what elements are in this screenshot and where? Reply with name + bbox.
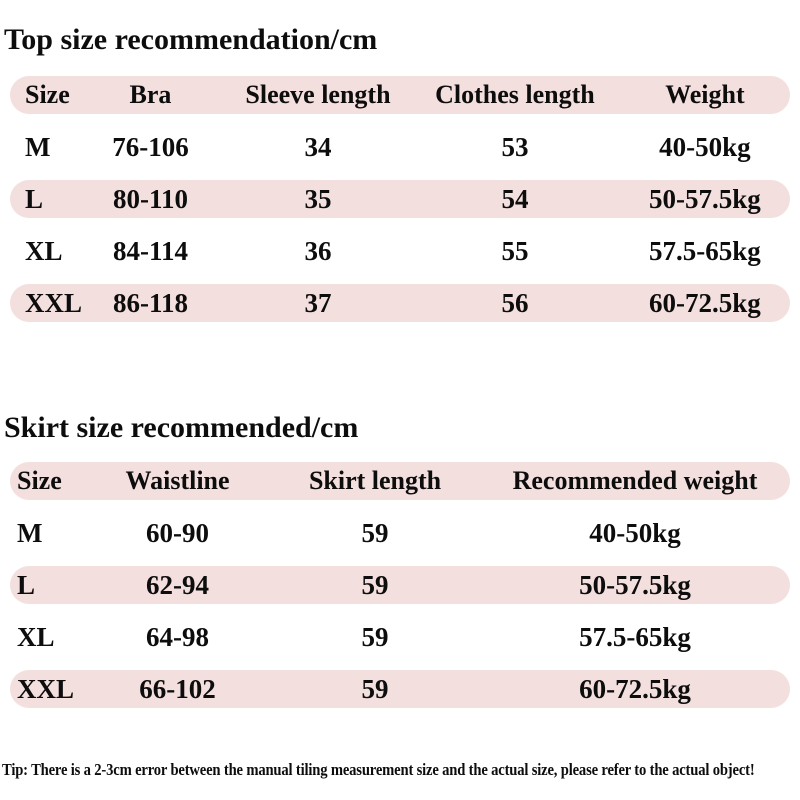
cell-size: M <box>17 518 43 548</box>
skirt-size-title: Skirt size recommended/cm <box>4 411 359 444</box>
header-cell-weight: Weight <box>665 80 745 109</box>
skirt-size-table: Size Waistline Skirt length Recommended … <box>0 462 800 708</box>
measurement-tip-text: Tip: There is a 2-3cm error between the … <box>2 760 755 779</box>
cell-weight: 40-50kg <box>589 518 681 548</box>
cell-size: L <box>17 570 36 600</box>
cell-waistline: 64-98 <box>146 622 210 652</box>
cell-clothes: 54 <box>501 184 529 214</box>
cell-weight: 57.5-65kg <box>579 622 691 652</box>
top-table-header-row: Size Bra Sleeve length Clothes length We… <box>10 76 790 114</box>
cell-weight: 60-72.5kg <box>579 674 691 704</box>
header-cell-skirt-length: Skirt length <box>308 466 442 495</box>
cell-size: XL <box>17 622 55 652</box>
header-cell-sleeve-length: Sleeve length <box>245 80 391 109</box>
cell-sleeve: 37 <box>304 288 332 318</box>
cell-size: XL <box>25 236 63 266</box>
cell-clothes: 53 <box>501 132 529 162</box>
cell-skirt-length: 59 <box>361 518 389 548</box>
cell-weight: 57.5-65kg <box>649 236 761 266</box>
top-size-title: Top size recommendation/cm <box>4 23 378 56</box>
skirt-table-header-row: Size Waistline Skirt length Recommended … <box>10 462 790 500</box>
header-cell-clothes-length: Clothes length <box>435 80 595 109</box>
cell-weight: 40-50kg <box>659 132 751 162</box>
header-cell-size: Size <box>25 80 70 109</box>
cell-bra: 84-114 <box>112 236 188 266</box>
top-table-row-xl: XL 84-114 36 55 57.5-65kg <box>10 232 790 270</box>
cell-size: XXL <box>25 288 83 318</box>
cell-skirt-length: 59 <box>361 570 389 600</box>
cell-weight: 50-57.5kg <box>649 184 761 214</box>
cell-bra: 86-118 <box>112 288 188 318</box>
skirt-table-row-xxl: XXL 66-102 59 60-72.5kg <box>10 670 790 708</box>
cell-waistline: 66-102 <box>139 674 216 704</box>
header-cell-waistline: Waistline <box>125 466 230 495</box>
skirt-table-row-l: L 62-94 59 50-57.5kg <box>10 566 790 604</box>
top-table-row-xxl: XXL 86-118 37 56 60-72.5kg <box>10 284 790 322</box>
top-size-table: Size Bra Sleeve length Clothes length We… <box>0 76 800 322</box>
cell-skirt-length: 59 <box>361 674 389 704</box>
header-cell-size: Size <box>17 466 62 495</box>
cell-skirt-length: 59 <box>361 622 389 652</box>
top-table-row-l: L 80-110 35 54 50-57.5kg <box>10 180 790 218</box>
skirt-table-row-xl: XL 64-98 59 57.5-65kg <box>10 618 790 656</box>
skirt-table-row-m: M 60-90 59 40-50kg <box>10 514 790 552</box>
cell-weight: 50-57.5kg <box>579 570 691 600</box>
cell-bra: 80-110 <box>112 184 188 214</box>
cell-clothes: 56 <box>501 288 529 318</box>
cell-sleeve: 35 <box>304 184 332 214</box>
cell-waistline: 62-94 <box>146 570 210 600</box>
cell-size: XXL <box>17 674 75 704</box>
cell-sleeve: 34 <box>304 132 332 162</box>
cell-clothes: 55 <box>501 236 529 266</box>
header-cell-recommended-weight: Recommended weight <box>512 466 758 495</box>
cell-weight: 60-72.5kg <box>649 288 761 318</box>
cell-sleeve: 36 <box>304 236 332 266</box>
cell-size: M <box>25 132 51 162</box>
cell-waistline: 60-90 <box>146 518 210 548</box>
cell-bra: 76-106 <box>112 132 189 162</box>
cell-size: L <box>25 184 44 214</box>
top-table-row-m: M 76-106 34 53 40-50kg <box>10 128 790 166</box>
header-cell-bra: Bra <box>129 80 172 109</box>
